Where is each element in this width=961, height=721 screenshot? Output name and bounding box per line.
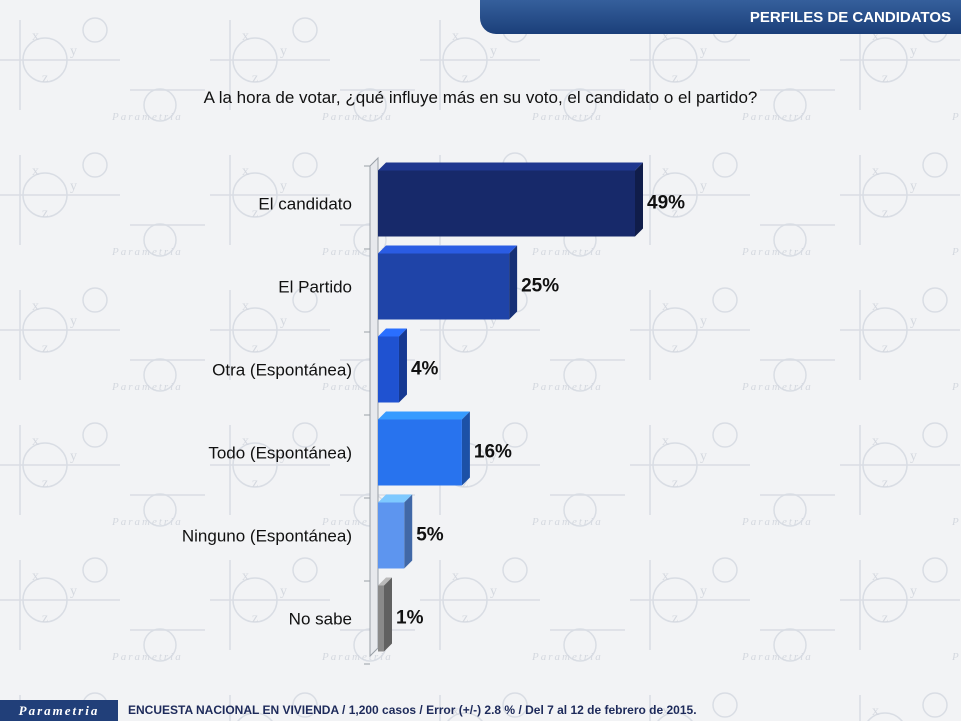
bar-6 xyxy=(378,577,392,652)
bar-2 xyxy=(378,245,518,320)
category-label: Ninguno (Espontánea) xyxy=(182,527,352,546)
bar-front-face xyxy=(378,502,405,569)
bar-top-face xyxy=(378,245,518,254)
bar-4 xyxy=(378,411,470,486)
value-label: 49% xyxy=(647,193,685,214)
bar-1 xyxy=(378,162,643,237)
bar-side-face xyxy=(404,494,413,569)
category-label: Todo (Espontánea) xyxy=(208,444,352,463)
category-label: No sabe xyxy=(289,610,352,629)
value-label: 4% xyxy=(411,359,439,380)
bar-top-face xyxy=(378,494,413,503)
bar-side-face xyxy=(509,245,518,320)
bar-front-face xyxy=(378,336,399,403)
footer-note: ENCUESTA NACIONAL EN VIVIENDA / 1,200 ca… xyxy=(128,703,697,717)
axis-wall xyxy=(369,156,379,658)
bar-top-face xyxy=(378,411,470,420)
value-label: 16% xyxy=(474,442,512,463)
category-label: El candidato xyxy=(258,195,352,214)
footer-logo: Parametria xyxy=(0,700,118,721)
bar-front-face xyxy=(378,419,462,486)
bar-side-face xyxy=(384,577,392,652)
bar-side-face xyxy=(398,328,407,403)
bar-5 xyxy=(378,494,413,569)
bar-top-face xyxy=(378,162,643,171)
bar-top-face xyxy=(378,577,392,586)
header-banner: PERFILES DE CANDIDATOS xyxy=(480,0,961,34)
value-label: 1% xyxy=(396,608,424,629)
header-title: PERFILES DE CANDIDATOS xyxy=(749,8,951,26)
bar-side-face xyxy=(461,411,470,486)
bar-front-face xyxy=(378,253,510,320)
bar-front-face xyxy=(378,170,635,237)
bar-chart: El candidato 49% El Partido 25% Otra (Espont… xyxy=(182,156,685,665)
bar-3 xyxy=(378,328,407,403)
value-label: 25% xyxy=(521,276,559,297)
value-label: 5% xyxy=(416,525,444,546)
bar-top-face xyxy=(378,328,407,337)
bar-front-face xyxy=(378,585,384,652)
question-title: A la hora de votar, ¿qué influye más en … xyxy=(203,88,758,107)
category-label: El Partido xyxy=(278,278,352,297)
bar-side-face xyxy=(635,162,643,237)
category-label: Otra (Espontánea) xyxy=(212,361,352,380)
